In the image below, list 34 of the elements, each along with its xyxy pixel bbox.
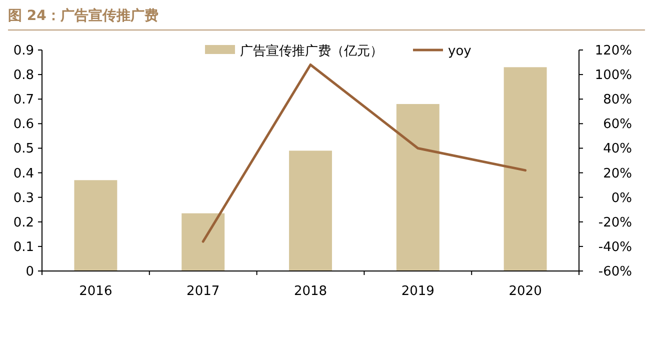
legend-label: 广告宣传推广费（亿元） — [240, 43, 383, 59]
x-tick-label: 2019 — [401, 284, 434, 299]
y2-tick-label: -60% — [598, 264, 632, 280]
y-tick-label: 0.2 — [13, 215, 34, 230]
bar — [396, 104, 440, 271]
bar — [74, 180, 118, 271]
y2-tick-label: 60% — [603, 117, 632, 132]
y-tick-label: 0.4 — [13, 166, 34, 182]
bar — [289, 150, 332, 271]
y-tick-label: 0 — [26, 264, 34, 280]
y-tick-label: 0.6 — [13, 117, 34, 132]
y2-tick-label: -40% — [598, 240, 632, 255]
legend-label: yoy — [448, 44, 472, 59]
y-tick-label: 0.7 — [13, 92, 34, 108]
y-tick-label: 0.9 — [13, 44, 34, 58]
line-series — [202, 63, 527, 243]
y2-tick-label: -20% — [598, 215, 632, 230]
y-tick-label: 0.3 — [13, 190, 34, 206]
y2-tick-label: 0% — [611, 190, 632, 206]
y2-tick-label: 20% — [603, 166, 632, 182]
y2-tick-label: 80% — [603, 92, 632, 108]
y2-tick-label: 40% — [603, 142, 632, 157]
x-tick-label: 2017 — [186, 284, 220, 299]
y-tick-label: 0.1 — [13, 240, 34, 255]
y2-tick-label: 120% — [594, 44, 632, 58]
y-tick-label: 0.8 — [13, 68, 34, 84]
y-tick-label: 0.5 — [13, 142, 34, 157]
x-tick-label: 2016 — [79, 284, 112, 299]
x-tick-label: 2018 — [294, 284, 328, 299]
bar — [182, 213, 225, 271]
chart-title: 图 24：广告宣传推广费 — [8, 7, 158, 24]
x-tick-label: 2020 — [508, 284, 542, 299]
y2-tick-label: 100% — [594, 68, 632, 84]
bar — [504, 67, 547, 271]
